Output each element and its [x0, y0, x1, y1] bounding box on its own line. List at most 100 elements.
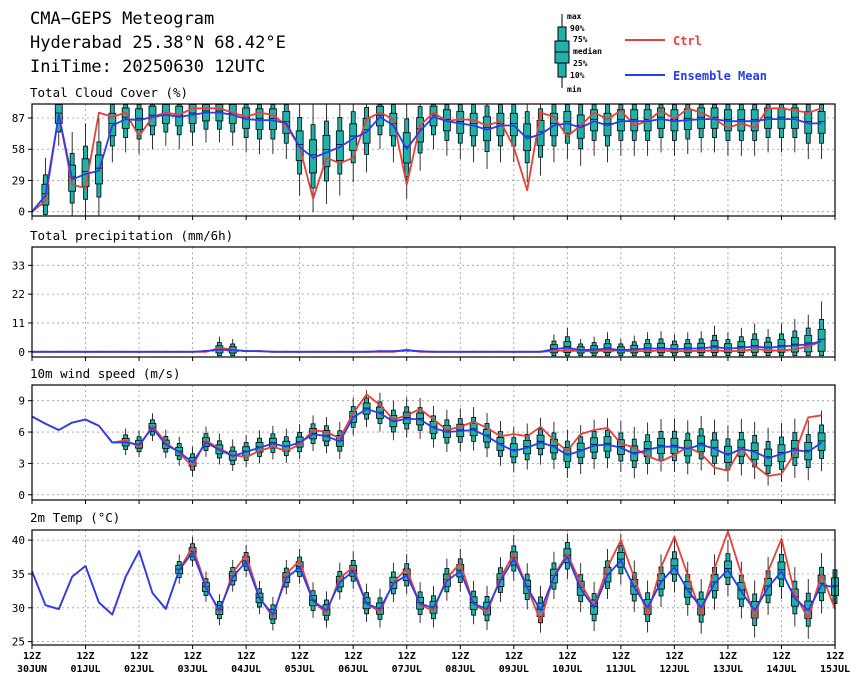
y-tick-label: 87 [12, 112, 25, 125]
box-mark [670, 334, 679, 357]
box-mark [697, 415, 706, 471]
box-key-max: max [567, 12, 582, 21]
box-mark [268, 104, 277, 155]
box-mark [456, 408, 465, 452]
y-tick-label: 40 [12, 534, 25, 547]
box-mark [215, 104, 224, 143]
box-mark [483, 104, 491, 170]
box-inner [790, 107, 799, 129]
box-mark [777, 104, 786, 153]
box-mark [550, 104, 558, 163]
x-tick-label-date: 08JUL [445, 664, 475, 675]
x-tick-label-time: 12Z [719, 651, 737, 662]
x-tick-label-time: 12Z [826, 651, 844, 662]
panel-0: Total Cloud Cover (%) 0 29 58 87 [12, 85, 836, 220]
y-tick-label: 0 [18, 346, 25, 359]
x-tick-label-date: 12JUL [659, 664, 689, 675]
box-mark [148, 104, 157, 150]
box-key-p25: 25% [573, 59, 588, 68]
box-inner [496, 112, 505, 137]
box-mark [95, 118, 103, 216]
box-inner [630, 109, 639, 132]
box-mark [469, 104, 478, 163]
y-tick-label: 33 [12, 259, 25, 272]
panel-frame [31, 529, 836, 646]
box-mark [817, 104, 826, 160]
x-tick-label-date: 30JUN [17, 664, 47, 675]
x-tick-label-time: 12Z [184, 651, 202, 662]
box-mark [817, 410, 826, 472]
x-axis: 12Z 30JUN 12Z 01JUL 12Z 02JUL 12Z 03JUL 12Z 04JUL… [17, 651, 850, 675]
box-mark [429, 104, 438, 150]
box-mark [764, 328, 772, 357]
box-mark [536, 417, 545, 465]
x-tick-label-date: 10JUL [552, 664, 582, 675]
box-mark [724, 332, 732, 357]
box-mark [523, 104, 532, 183]
box-inner [268, 108, 277, 130]
box-mark [188, 104, 197, 146]
box-mark [590, 419, 598, 470]
box-mark [750, 323, 759, 357]
location-label: Hyderabad 25.38°N 68.42°E [30, 33, 286, 53]
box-key-median: median [573, 46, 602, 56]
box-mark [215, 336, 224, 357]
x-tick-label-date: 13JUL [713, 664, 743, 675]
y-tick-label: 11 [12, 317, 25, 330]
box-inner [817, 432, 826, 451]
box-mark [750, 104, 759, 156]
y-tick-label: 58 [12, 143, 25, 156]
x-tick-label-time: 12Z [23, 651, 41, 662]
box-inner [777, 107, 786, 129]
box-mark [724, 540, 732, 597]
panel-frame [31, 384, 836, 501]
x-tick-label-time: 12Z [665, 651, 683, 662]
x-tick-label-date: 09JUL [499, 664, 529, 675]
box-mark [590, 336, 598, 357]
x-tick-label-time: 12Z [558, 651, 576, 662]
box-mark [603, 104, 612, 163]
box-mark [576, 104, 585, 166]
x-tick-label-date: 05JUL [285, 664, 315, 675]
x-tick-label-time: 12Z [130, 651, 148, 662]
box-mark [750, 421, 759, 480]
box-key-p10: 10% [570, 71, 585, 80]
box-mark [817, 301, 826, 357]
box-mark [670, 539, 679, 593]
x-tick-label-time: 12Z [772, 651, 790, 662]
box-mark [402, 397, 411, 438]
box-inner [817, 111, 826, 134]
box-inner [563, 111, 572, 134]
box-mark [670, 418, 679, 472]
box-key-p90: 90% [570, 24, 585, 33]
box-mark [804, 314, 813, 357]
box-mark [161, 104, 170, 146]
box-mark [456, 104, 465, 160]
x-tick-label-date: 07JUL [392, 664, 422, 675]
box-mark [683, 332, 692, 357]
box-mark [442, 104, 451, 156]
y-tick-label: 29 [12, 174, 25, 187]
x-tick-label-date: 03JUL [178, 664, 208, 675]
series-line-ensemble-mean [31, 408, 823, 464]
series-line-ensemble-mean [31, 550, 836, 616]
box-mark [603, 332, 612, 357]
x-tick-label-date: 01JUL [70, 664, 100, 675]
box-mark [228, 104, 237, 146]
y-tick-label: 9 [18, 395, 25, 408]
series-line-ensemble-mean [32, 340, 822, 353]
box-inner [817, 328, 826, 352]
panel-title: 2m Temp (°C) [30, 510, 120, 525]
box-mark [349, 104, 358, 183]
panel-title: Total Cloud Cover (%) [30, 85, 188, 100]
x-tick-label-time: 12Z [344, 651, 362, 662]
panel-title: Total precipitation (mm/6h) [30, 228, 233, 243]
box-mark [683, 104, 692, 155]
box-mark [550, 334, 558, 357]
y-tick-label: 0 [18, 206, 25, 219]
box-mark [175, 104, 184, 150]
box-inner [657, 107, 665, 129]
box-inner [737, 109, 746, 132]
x-tick-label-date: 11JUL [606, 664, 636, 675]
x-tick-label-time: 12Z [291, 651, 309, 662]
